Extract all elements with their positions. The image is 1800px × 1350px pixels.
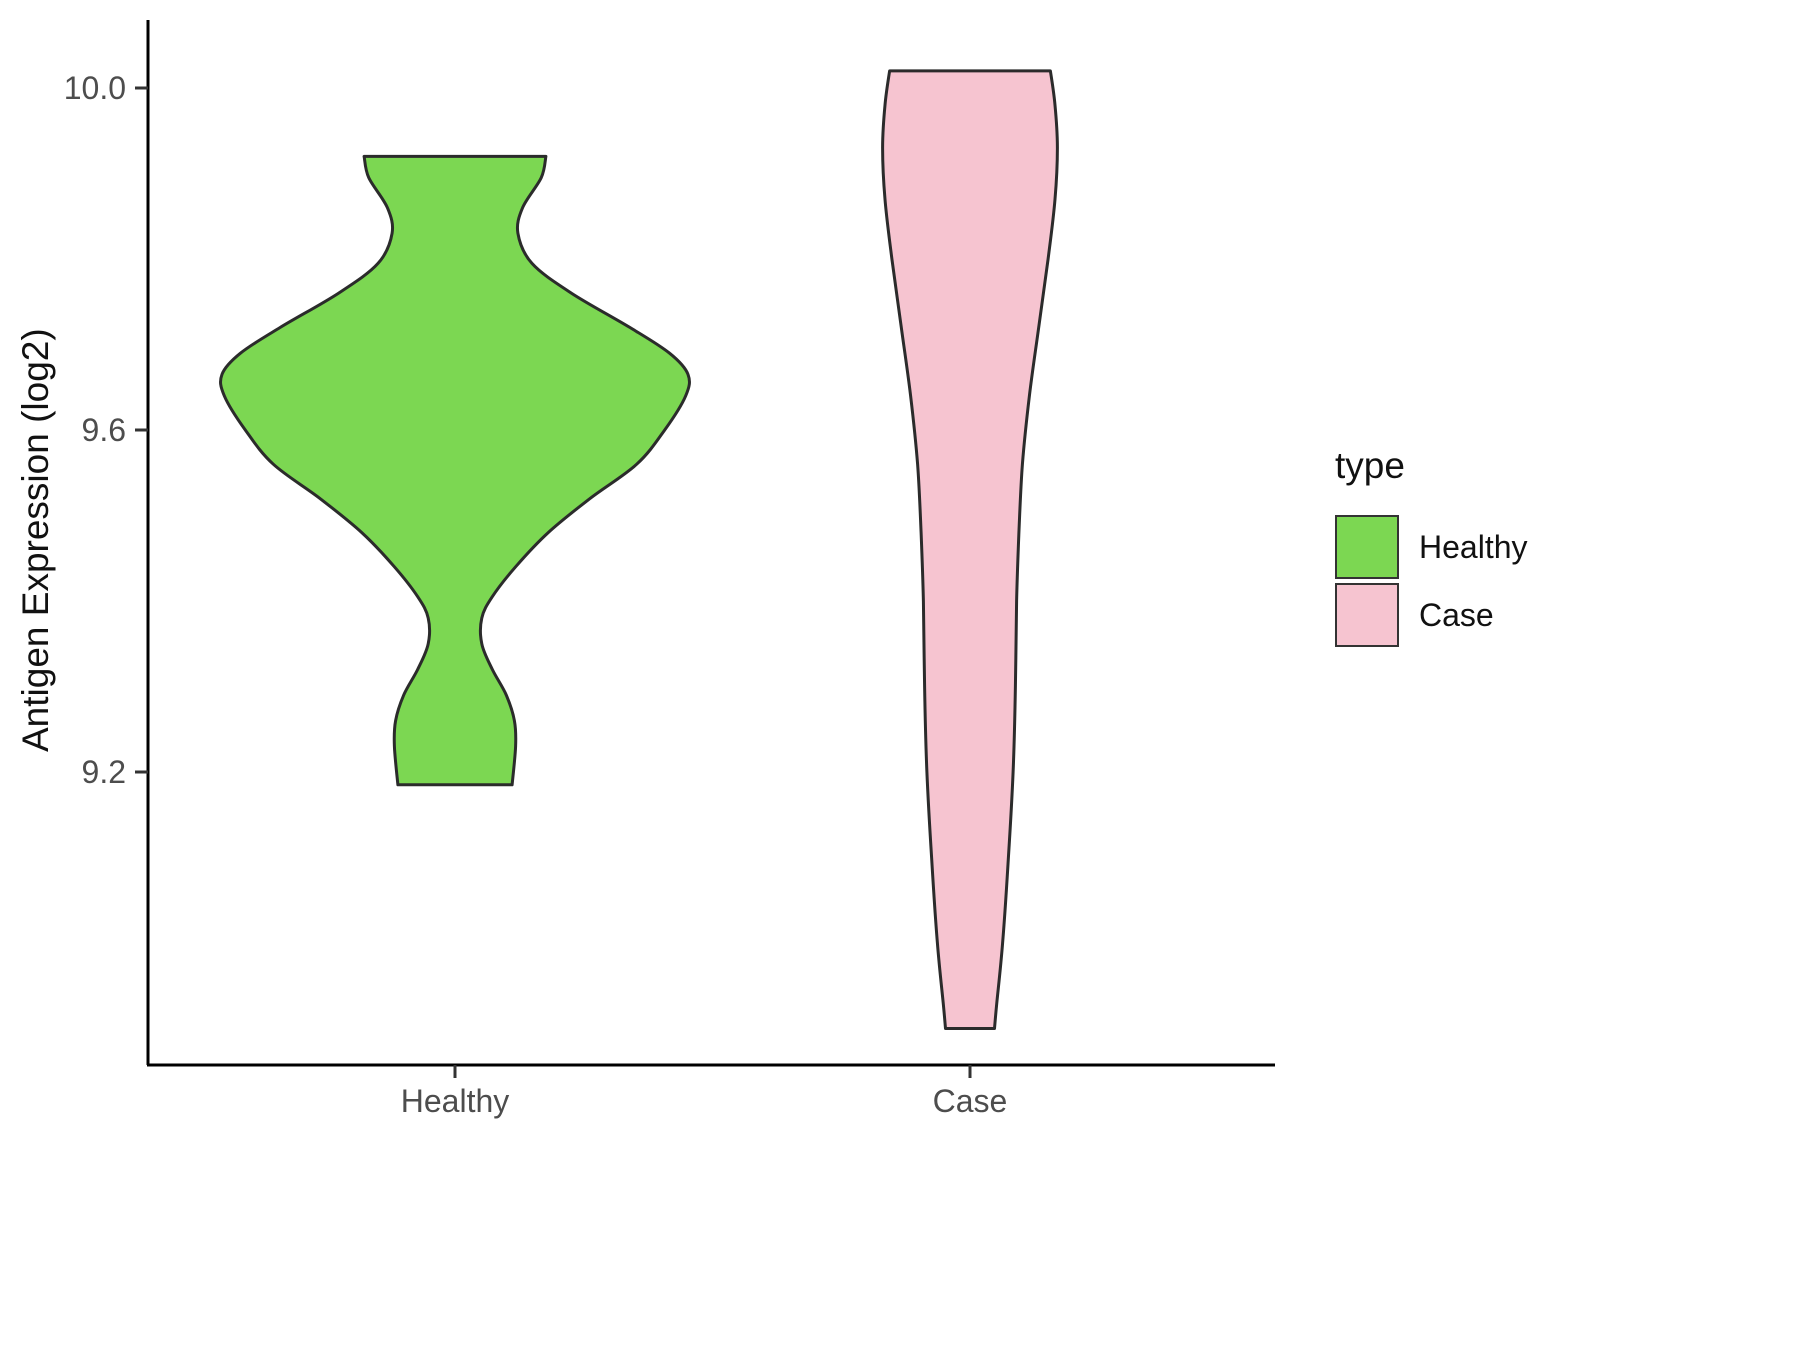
legend-label-healthy: Healthy: [1419, 528, 1528, 565]
x-tick-label: Case: [933, 1083, 1008, 1119]
violin-case: [881, 69, 1059, 1030]
y-tick-label: 10.0: [64, 70, 126, 106]
y-tick-label: 9.2: [82, 754, 126, 790]
legend-item-case: Case: [1335, 581, 1528, 649]
legend-title: type: [1335, 445, 1405, 486]
legend-label-case: Case: [1419, 596, 1494, 633]
legend-swatch-case: [1335, 583, 1399, 647]
legend-swatch-healthy: [1335, 515, 1399, 579]
x-tick-label: Healthy: [401, 1083, 510, 1119]
legend-item-healthy: Healthy: [1335, 513, 1528, 581]
y-tick-label: 9.6: [82, 412, 126, 448]
legend: type Healthy Case: [1335, 445, 1528, 649]
violin-healthy: [219, 154, 691, 787]
